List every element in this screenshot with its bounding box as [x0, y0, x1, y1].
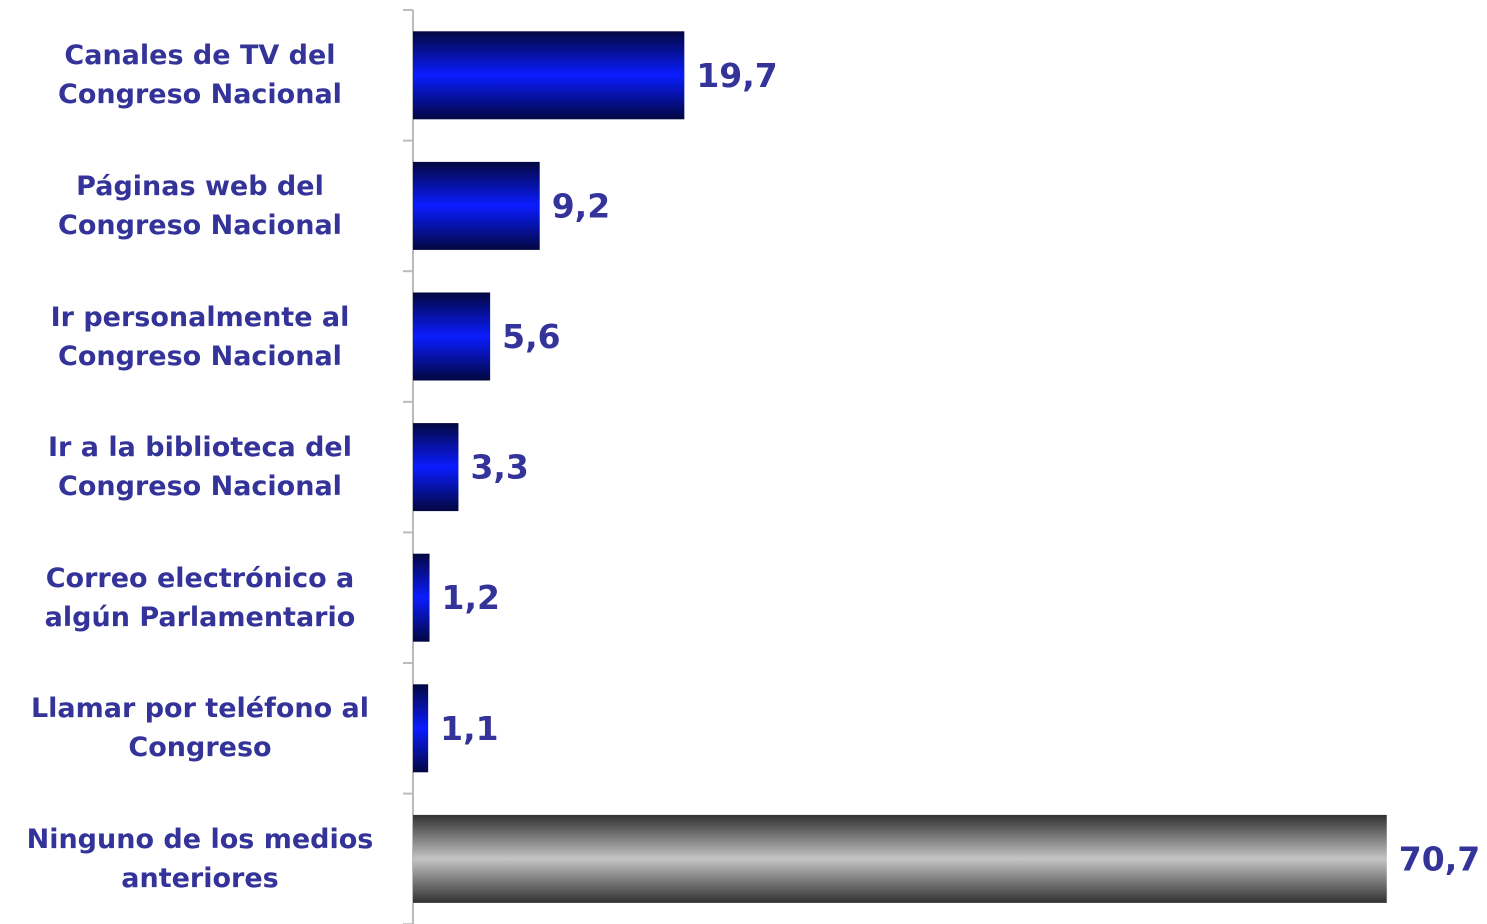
value-label: 3,3 — [470, 448, 528, 487]
category-label: Ninguno de los medios anteriores — [26, 823, 374, 894]
category-label: Páginas web del Congreso Nacional — [58, 170, 342, 241]
bar — [413, 423, 459, 512]
value-label: 70,7 — [1399, 839, 1480, 878]
value-label: 1,2 — [442, 578, 500, 617]
category-label: Llamar por teléfono al Congreso — [30, 693, 370, 764]
bar — [413, 161, 540, 250]
bar — [413, 814, 1387, 903]
bar — [413, 292, 491, 381]
value-label: 5,6 — [502, 317, 560, 356]
category-label: Canales de TV del Congreso Nacional — [58, 40, 342, 111]
value-label: 19,7 — [696, 56, 777, 95]
category-label: Ir personalmente al Congreso Nacional — [50, 301, 350, 372]
value-label: 9,2 — [552, 186, 610, 225]
bar — [413, 31, 685, 120]
category-label: Correo electrónico a algún Parlamentario — [44, 562, 356, 633]
category-label: Ir a la biblioteca del Congreso Nacional — [48, 432, 352, 503]
bar — [413, 684, 429, 773]
bar — [413, 553, 430, 642]
value-label: 1,1 — [440, 709, 498, 748]
